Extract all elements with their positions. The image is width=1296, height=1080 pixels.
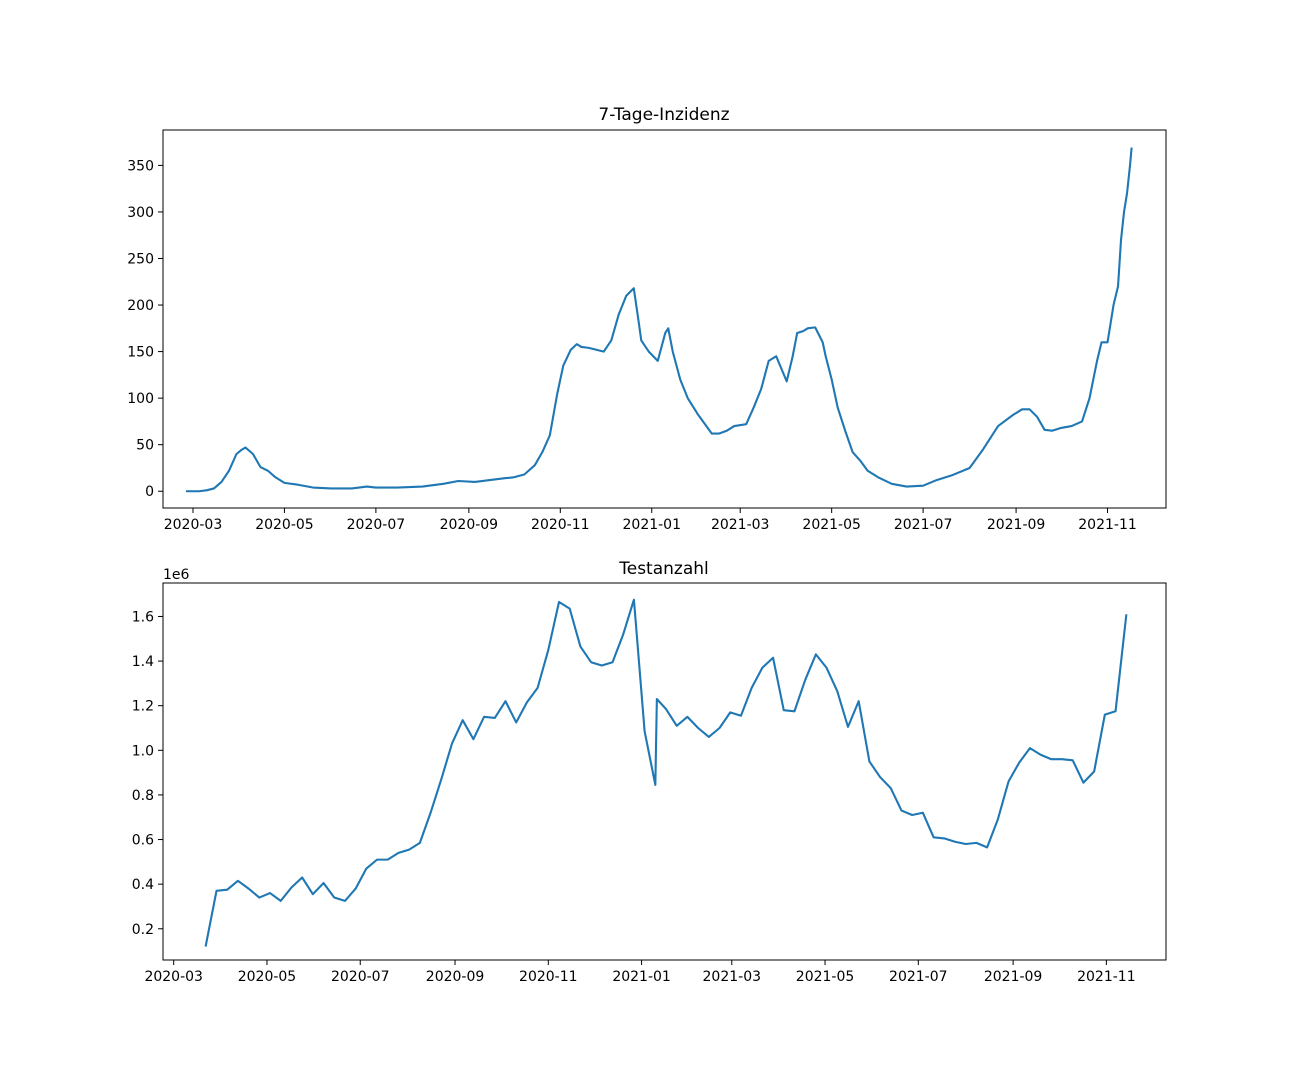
x-tick-label: 2020-11 — [531, 517, 590, 533]
y-tick-label: 1.0 — [132, 743, 154, 759]
y-tick-label: 0.8 — [132, 788, 154, 804]
y-tick-label: 0.6 — [132, 833, 154, 849]
chart-title: Testanzahl — [618, 559, 709, 579]
y-axis: 0.2 0.4 0.6 0.8 1.0 1.2 1.4 1.6 — [132, 609, 163, 938]
x-tick-label: 2021-03 — [703, 969, 762, 985]
x-tick-label: 2021-09 — [987, 517, 1046, 533]
x-tick-label: 2020-09 — [426, 969, 485, 985]
x-tick-label: 2020-05 — [238, 969, 297, 985]
x-tick-label: 2020-05 — [255, 517, 314, 533]
x-tick-label: 2021-07 — [894, 517, 953, 533]
y-tick-label: 100 — [127, 391, 154, 407]
x-tick-label: 2021-03 — [711, 517, 770, 533]
chart-title: 7-Tage-Inzidenz — [598, 105, 729, 125]
y-tick-label: 0.4 — [132, 877, 154, 893]
x-tick-label: 2020-07 — [331, 969, 390, 985]
x-tick-label: 2021-11 — [1077, 969, 1136, 985]
x-tick-label: 2020-09 — [440, 517, 499, 533]
y-axis: 0 50 100 150 200 250 300 350 — [127, 158, 163, 500]
x-tick-label: 2020-03 — [164, 517, 223, 533]
y-tick-label: 250 — [127, 251, 154, 267]
series-line — [185, 147, 1133, 493]
y-tick-label: 150 — [127, 345, 154, 361]
chart-tests: Testanzahl 1e6 2020-03 2020-05 2020-07 2020… — [132, 559, 1167, 985]
y-tick-label: 50 — [136, 438, 154, 454]
x-tick-label: 2021-07 — [889, 969, 948, 985]
x-tick-label: 2021-01 — [612, 969, 671, 985]
x-axis: 2020-03 2020-05 2020-07 2020-09 2020-11 2021-… — [144, 960, 1136, 985]
x-tick-label: 2020-07 — [347, 517, 406, 533]
y-tick-label: 1.2 — [132, 699, 154, 715]
y-offset-label: 1e6 — [163, 567, 190, 583]
y-tick-label: 1.6 — [132, 609, 154, 625]
plot-area — [185, 147, 1133, 493]
x-tick-label: 2020-03 — [144, 969, 203, 985]
axes-frame — [162, 582, 1167, 961]
y-tick-label: 350 — [127, 158, 154, 174]
x-tick-label: 2021-09 — [984, 969, 1043, 985]
y-tick-label: 200 — [127, 298, 154, 314]
y-tick-label: 300 — [127, 205, 154, 221]
x-tick-label: 2021-05 — [802, 517, 861, 533]
x-tick-label: 2020-11 — [519, 969, 578, 985]
series-line — [204, 598, 1128, 947]
chart-incidence: 7-Tage-Inzidenz 2020-03 2020-05 2020-07 202… — [127, 105, 1167, 533]
y-tick-label: 0 — [145, 484, 154, 500]
x-tick-label: 2021-05 — [796, 969, 855, 985]
axes-frame — [162, 129, 1167, 509]
x-tick-label: 2021-11 — [1078, 517, 1137, 533]
y-tick-label: 1.4 — [132, 654, 154, 670]
x-axis: 2020-03 2020-05 2020-07 2020-09 2020-11 2021-… — [164, 508, 1137, 533]
plot-area — [204, 598, 1128, 947]
x-tick-label: 2021-01 — [623, 517, 682, 533]
y-tick-label: 0.2 — [132, 922, 154, 938]
